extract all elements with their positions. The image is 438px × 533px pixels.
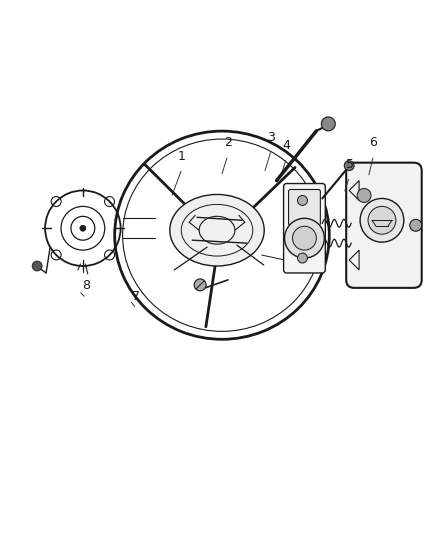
Text: 4: 4 [283, 139, 290, 152]
FancyBboxPatch shape [283, 183, 325, 273]
Circle shape [32, 261, 42, 271]
Circle shape [293, 226, 316, 250]
Text: 7: 7 [132, 290, 140, 303]
Text: 8: 8 [82, 279, 90, 292]
Text: 3: 3 [267, 131, 275, 144]
Circle shape [80, 225, 86, 231]
FancyBboxPatch shape [346, 163, 422, 288]
Circle shape [344, 160, 354, 171]
Circle shape [285, 219, 324, 258]
Text: 2: 2 [224, 136, 232, 149]
Text: 1: 1 [178, 150, 186, 163]
Ellipse shape [170, 195, 264, 266]
FancyBboxPatch shape [289, 190, 320, 225]
Polygon shape [349, 181, 359, 200]
Circle shape [410, 219, 422, 231]
Circle shape [297, 196, 307, 205]
Circle shape [368, 206, 396, 234]
Text: 5: 5 [346, 158, 353, 171]
Polygon shape [349, 250, 359, 270]
Text: 6: 6 [370, 136, 378, 149]
Circle shape [357, 189, 371, 203]
Circle shape [321, 117, 335, 131]
Circle shape [194, 279, 206, 291]
Circle shape [360, 198, 404, 242]
Circle shape [297, 253, 307, 263]
